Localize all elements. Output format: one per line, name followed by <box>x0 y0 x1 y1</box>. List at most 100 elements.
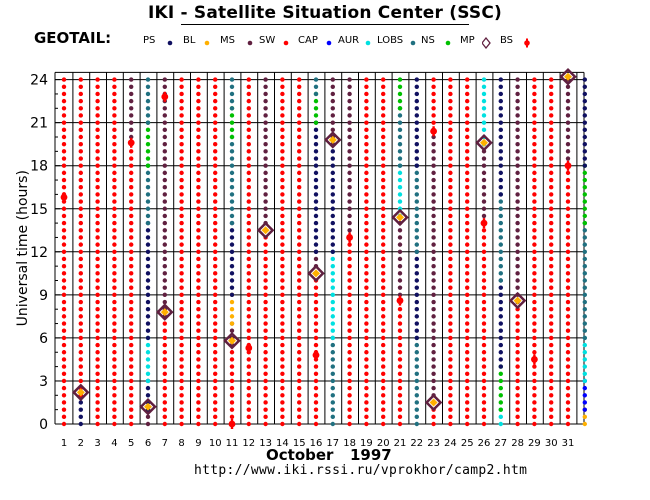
region-point-sw <box>381 228 386 233</box>
y-axis-label: Universal time (hours) <box>15 170 31 326</box>
x-tick-label: 20 <box>377 438 390 449</box>
region-point-ps <box>414 91 419 97</box>
region-point-sw <box>465 213 470 219</box>
region-point-ms <box>347 206 352 211</box>
region-point-ms <box>330 98 335 104</box>
region-point-ps <box>313 206 319 211</box>
region-point-sw <box>448 285 453 290</box>
region-point-sw <box>448 156 453 161</box>
region-point-ms <box>431 185 436 190</box>
region-point-sw <box>565 400 571 405</box>
region-point-sw <box>565 220 571 226</box>
region-point-sw <box>78 106 84 111</box>
region-point-sw <box>196 141 201 147</box>
region-point-sw <box>129 414 134 420</box>
region-point-sw <box>263 393 268 398</box>
region-point-sw <box>112 113 117 118</box>
region-point-sw <box>364 328 369 333</box>
mp-crossing-marker <box>324 131 342 149</box>
mp-crossing-marker <box>424 393 443 412</box>
region-point-sw <box>297 393 302 398</box>
chart-title: IKI - Satellite Situation Center (SSC) <box>148 3 502 23</box>
region-point-sw <box>196 278 201 283</box>
region-point-sw <box>95 350 100 355</box>
region-point-sw <box>179 278 184 283</box>
region-point-lobs <box>414 400 419 405</box>
region-point-sw <box>78 156 84 161</box>
region-point-sw <box>532 163 537 168</box>
region-point-ms <box>481 199 487 204</box>
region-point-sw <box>196 400 201 405</box>
region-point-sw <box>565 263 571 269</box>
region-point-sw <box>61 185 67 190</box>
region-point-sw <box>280 292 285 298</box>
region-point-sw <box>347 249 352 254</box>
region-point-ps <box>229 228 235 233</box>
region-point-sw <box>481 235 487 240</box>
region-point-sw <box>364 350 369 355</box>
region-point-ms <box>263 98 268 104</box>
region-point-ps <box>229 263 235 269</box>
region-point-sw <box>532 342 537 348</box>
track-day-2 <box>78 77 84 427</box>
region-point-lobs <box>229 84 235 89</box>
region-point-sw <box>381 263 386 269</box>
region-point-ps <box>498 328 503 333</box>
region-point-sw <box>61 149 67 154</box>
region-point-sw <box>112 84 117 89</box>
x-tick-label: 10 <box>209 438 222 449</box>
region-point-ns <box>397 84 403 89</box>
mp-crossing-center <box>228 336 236 345</box>
region-point-sw <box>448 328 453 333</box>
region-point-ms <box>431 292 436 298</box>
region-point-sw <box>532 98 537 104</box>
region-point-sw <box>263 321 268 326</box>
region-point-lobs <box>229 177 235 183</box>
region-point-sw <box>61 113 67 118</box>
track-day-7 <box>162 77 167 427</box>
region-point-sw <box>78 350 84 355</box>
track-day-10 <box>213 77 218 427</box>
bs-crossing-bar <box>398 295 402 306</box>
region-point-ms <box>263 156 268 161</box>
region-point-sw <box>515 385 520 391</box>
region-point-ps <box>313 199 319 204</box>
region-point-sw <box>297 206 302 211</box>
region-point-aur <box>330 335 335 341</box>
region-point-sw <box>381 120 386 125</box>
region-point-sw <box>549 156 554 161</box>
region-point-ms <box>565 127 571 133</box>
region-point-ps <box>229 271 235 276</box>
region-point-sw <box>565 292 571 298</box>
region-point-ps <box>145 271 151 276</box>
region-point-sw <box>129 400 134 405</box>
region-point-sw <box>95 141 100 147</box>
region-point-sw <box>95 199 100 204</box>
region-point-sw <box>532 414 537 420</box>
region-point-sw <box>465 307 470 312</box>
region-point-lobs <box>313 91 319 97</box>
region-point-ms <box>515 127 520 133</box>
region-point-ps <box>145 256 151 262</box>
region-point-sw <box>129 292 134 298</box>
region-point-sw <box>61 235 67 240</box>
region-point-sw <box>549 314 554 319</box>
region-point-sw <box>448 235 453 240</box>
region-point-sw <box>196 199 201 204</box>
region-point-sw <box>246 120 251 125</box>
region-point-ps <box>145 321 151 326</box>
region-point-sw <box>364 321 369 326</box>
region-point-sw <box>213 393 218 398</box>
region-point-sw <box>481 249 487 254</box>
region-point-sw <box>448 170 453 176</box>
bs-crossing-bar <box>62 192 66 203</box>
region-point-sw <box>95 206 100 211</box>
region-point-sw <box>129 192 134 197</box>
region-point-ms <box>515 213 520 219</box>
region-point-sw <box>196 263 201 269</box>
region-point-sw <box>246 271 251 276</box>
region-point-lobs <box>414 213 419 219</box>
region-point-sw <box>95 156 100 161</box>
region-point-sw <box>549 299 554 305</box>
region-point-sw <box>129 256 134 262</box>
